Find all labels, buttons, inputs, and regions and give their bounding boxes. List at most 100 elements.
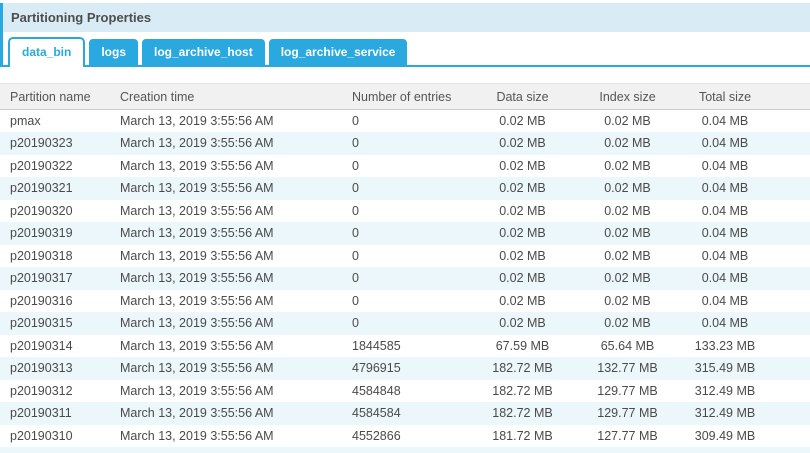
table-cell-spacer [770,177,810,200]
table-cell: 315.49 MB [694,361,756,376]
table-cell: 0.02 MB [604,226,651,241]
table-cell: 0.02 MB [604,271,651,286]
table-cell: March 13, 2019 3:55:56 AM [120,158,274,173]
table-cell: March 13, 2019 3:55:56 AM [120,293,274,308]
table-row: p20190322 March 13, 2019 3:55:56 AM 0 0.02 … [0,155,810,178]
panel-titlebar: Partitioning Properties [3,3,810,32]
table-row: p20190311 March 13, 2019 3:55:56 AM 458458… [0,402,810,425]
table-cell: p20190320 [10,203,73,218]
table-cell: 0.04 MB [701,136,749,151]
table-cell: March 13, 2019 3:55:56 AM [120,271,274,286]
tab-bar: data_bin logs log_archive_host log_archive_… [3,37,810,67]
table-cell: March 13, 2019 3:55:56 AM [120,406,274,421]
table-cell: 4552866 [352,428,401,443]
table-cell: p20190316 [10,293,73,308]
table-cell: 0.04 MB [701,293,749,308]
table-cell: 0.02 MB [499,136,546,151]
table-cell-spacer [770,132,810,155]
table-cell: 0.02 MB [604,248,651,263]
table-cell-spacer [770,335,810,358]
table-row: p20190321 March 13, 2019 3:55:56 AM 0 0.02 … [0,177,810,200]
table-cell: March 13, 2019 3:55:56 AM [120,136,274,151]
table-header-row: Partition name Creation time Number of ent… [0,83,810,110]
table-cell: March 13, 2019 3:55:56 AM [120,428,274,443]
table-cell: p20190310 [10,428,73,443]
table-cell: March 13, 2019 3:55:56 AM [120,248,274,263]
table-cell: 0 [352,181,359,196]
table-cell: 67.59 MB [495,338,550,353]
table-cell: p20190319 [10,226,73,241]
table-cell: March 13, 2019 3:55:56 AM [120,181,274,196]
table-cell: March 13, 2019 3:55:56 AM [120,226,274,241]
table-cell: 0.04 MB [701,271,749,286]
tab-log_archive_service[interactable]: log_archive_service [268,39,408,65]
table-cell: p20190321 [10,181,73,196]
table-cell: 182.72 MB [492,361,553,376]
table-cell: 0.02 MB [499,293,546,308]
table-cell-spacer [770,245,810,268]
table-cell-spacer [770,312,810,335]
tab-log_archive_host[interactable]: log_archive_host [142,39,265,65]
table-cell-spacer [770,380,810,403]
table-cell: 0.02 MB [604,181,651,196]
table-cell: 181.72 MB [492,428,553,443]
table-row: p20190319 March 13, 2019 3:55:56 AM 0 0.02 … [0,222,810,245]
table-cell-spacer [770,155,810,178]
table-cell: 0.02 MB [499,316,546,331]
table-cell: 0.02 MB [499,203,546,218]
table-cell: 129.77 MB [597,383,658,398]
table-cell: p20190313 [10,361,73,376]
column-header: Creation time [110,83,342,110]
table-cell-spacer [770,402,810,425]
table-cell: 0.04 MB [701,226,749,241]
table-cell: 0.02 MB [499,181,546,196]
tab-logs[interactable]: logs [89,39,139,65]
table-cell: 309.49 MB [694,428,756,443]
table-cell: 0.04 MB [701,181,749,196]
table-cell: 0 [352,114,359,128]
table-cell: March 13, 2019 3:55:56 AM [120,114,274,128]
table-cell: 0.04 MB [701,158,749,173]
table-cell: 65.64 MB [600,338,655,353]
table-cell: 0.04 MB [701,316,749,331]
table-cell: March 13, 2019 3:55:56 AM [120,338,274,353]
table-cell: 4584848 [352,383,401,398]
partial-next-row-stripe [0,447,810,453]
table-cell: 0.04 MB [701,248,749,263]
table-cell: 0.02 MB [604,203,651,218]
table-cell: March 13, 2019 3:55:56 AM [120,316,274,331]
table-cell: 129.77 MB [597,406,658,421]
tab-data_bin[interactable]: data_bin [8,37,86,67]
table-cell-spacer [770,267,810,290]
table-cell: March 13, 2019 3:55:56 AM [120,203,274,218]
table-cell: 182.72 MB [492,406,553,421]
table-cell: 0 [352,136,359,151]
table-row: p20190315 March 13, 2019 3:55:56 AM 0 0.02 … [0,312,810,335]
table-cell: 0.02 MB [499,158,546,173]
partitions-table: Partition name Creation time Number of ent… [0,83,810,447]
table-cell: 0.02 MB [499,114,546,128]
table-body: pmax March 13, 2019 3:55:56 AM 0 0.02 MB 0.0… [0,110,810,448]
table-cell: 182.72 MB [492,383,553,398]
table-cell: 4796915 [352,361,401,376]
table-cell: 312.49 MB [694,383,756,398]
table-cell: 0.02 MB [604,316,651,331]
table-cell: 0 [352,316,359,331]
column-header: Number of entries [342,83,470,110]
column-header: Index size [575,83,680,110]
table-row: p20190310 March 13, 2019 3:55:56 AM 455286… [0,425,810,448]
table-cell: 0.02 MB [604,136,651,151]
table-cell: 0.02 MB [604,293,651,308]
table-cell: p20190312 [10,383,73,398]
table-row: p20190318 March 13, 2019 3:55:56 AM 0 0.02 … [0,245,810,268]
table-cell-spacer [770,290,810,313]
table-cell: 132.77 MB [597,361,658,376]
column-header: Partition name [0,83,110,110]
table-cell: 0.04 MB [701,203,749,218]
table-cell: 4584584 [352,406,401,421]
table-cell: pmax [10,114,41,128]
table-row: p20190314 March 13, 2019 3:55:56 AM 184458… [0,335,810,358]
table-row: p20190312 March 13, 2019 3:55:56 AM 458484… [0,380,810,403]
table-cell: p20190323 [10,136,73,151]
table-cell: 312.49 MB [694,406,756,421]
